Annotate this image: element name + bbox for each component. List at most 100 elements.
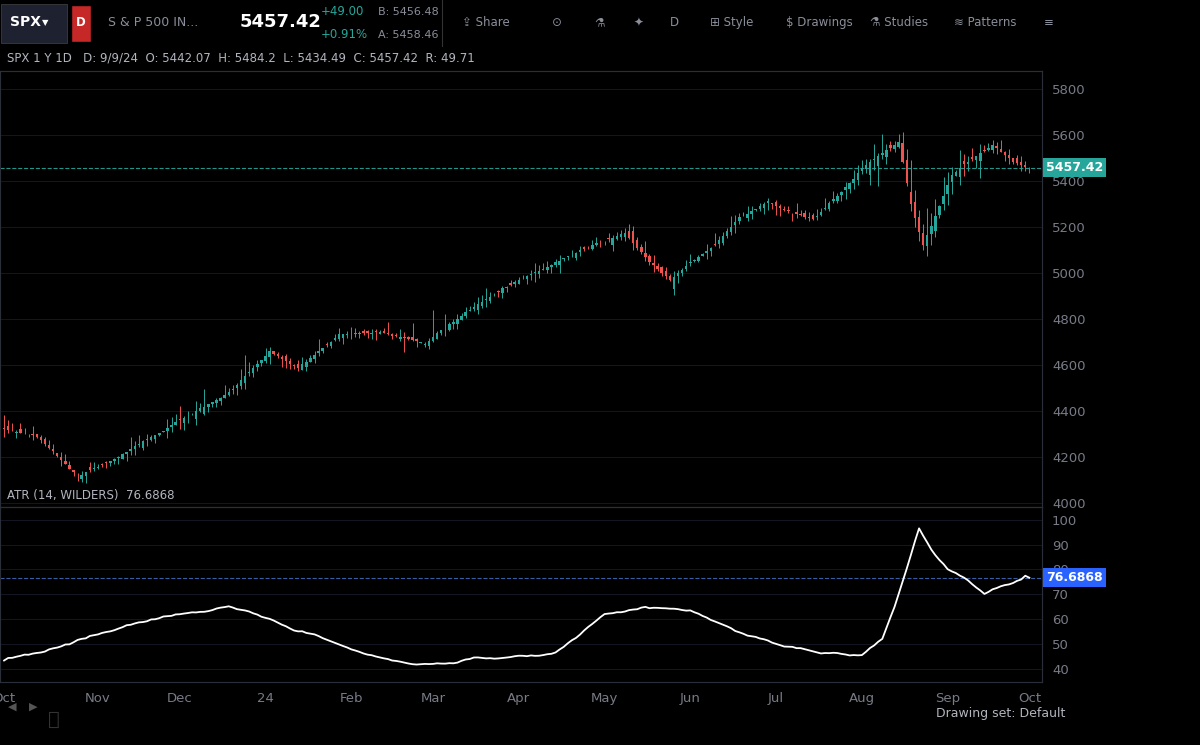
Bar [694,260,696,261]
Bar [31,434,34,435]
Text: ≋ Patterns: ≋ Patterns [954,16,1016,29]
Text: D: D [76,16,86,29]
Bar [592,245,594,249]
Bar [685,265,688,269]
Bar [804,213,806,217]
Bar [877,156,880,166]
Bar [750,211,752,214]
Text: S & P 500 IN...: S & P 500 IN... [108,16,198,29]
Bar [220,398,222,402]
Bar [967,162,970,164]
Bar [1003,152,1006,155]
Bar [407,337,409,339]
Bar [738,218,740,221]
Bar [248,372,251,373]
Bar [656,266,659,270]
Bar [763,203,766,209]
Bar [689,262,691,264]
Bar [607,238,610,239]
Bar [718,241,720,244]
Bar [215,400,217,403]
Bar [840,192,842,195]
Bar [828,203,830,209]
Text: SPX 1 Y 1D   D: 9/9/24  O: 5442.07  H: 5484.2  L: 5434.49  C: 5457.42  R: 49.71: SPX 1 Y 1D D: 9/9/24 O: 5442.07 H: 5484.… [7,52,475,65]
Bar [284,356,287,361]
Bar [468,310,470,311]
Bar [938,206,941,215]
Bar [182,418,185,422]
Bar [334,338,336,340]
Text: A: 5458.46: A: 5458.46 [378,30,438,40]
Bar [64,461,66,464]
Bar [133,446,136,449]
Text: ATR (14, WILDERS)  76.6868: ATR (14, WILDERS) 76.6868 [7,489,175,501]
Bar [223,395,226,398]
Bar [342,335,344,338]
Bar [386,333,389,335]
Bar [338,335,341,339]
Bar [734,222,737,225]
Bar [502,288,504,293]
Bar [170,425,173,427]
Bar [709,248,712,251]
Bar [1008,154,1010,159]
Bar [796,212,798,214]
Bar [130,448,132,451]
Bar [942,196,944,204]
Bar [922,232,924,245]
Bar [256,364,258,367]
Bar [926,235,929,246]
Text: ⊙: ⊙ [552,16,562,29]
Bar [211,402,214,404]
Bar [906,159,908,183]
Bar [488,297,491,301]
Bar [72,470,74,472]
Bar [595,244,598,245]
FancyBboxPatch shape [71,4,91,42]
Bar [167,428,169,431]
Bar [276,355,278,356]
Bar [558,261,560,265]
Bar [959,168,961,177]
Bar [162,431,164,432]
Bar [526,276,528,279]
Bar [910,192,912,203]
Bar [721,236,725,244]
Bar [660,267,662,273]
Bar [415,339,418,341]
Bar [473,307,475,309]
Bar [950,175,953,182]
Bar [113,459,115,461]
Text: ≡: ≡ [1044,16,1054,29]
Bar [199,408,202,411]
Bar [865,165,868,169]
Bar [228,393,230,395]
Bar [7,426,10,431]
Bar [448,324,450,329]
Bar [68,465,71,469]
Bar [832,199,834,201]
Bar [755,209,757,210]
Bar [427,340,430,346]
Bar [640,247,642,253]
Bar [301,364,304,370]
Bar [971,156,973,159]
Bar [632,231,635,243]
Bar [203,407,205,414]
Bar [60,457,62,460]
Bar [934,216,937,230]
Bar [43,439,46,444]
Text: +49.00: +49.00 [320,5,364,18]
Bar [554,262,557,265]
Bar [758,206,761,209]
Bar [665,271,667,276]
Bar [514,282,516,284]
Text: ⚗: ⚗ [594,16,605,29]
Bar [886,150,888,156]
Text: +0.91%: +0.91% [320,28,367,42]
Bar [52,449,54,451]
Bar [232,389,234,390]
Bar [820,212,822,215]
Bar [260,361,263,363]
Bar [799,214,802,215]
